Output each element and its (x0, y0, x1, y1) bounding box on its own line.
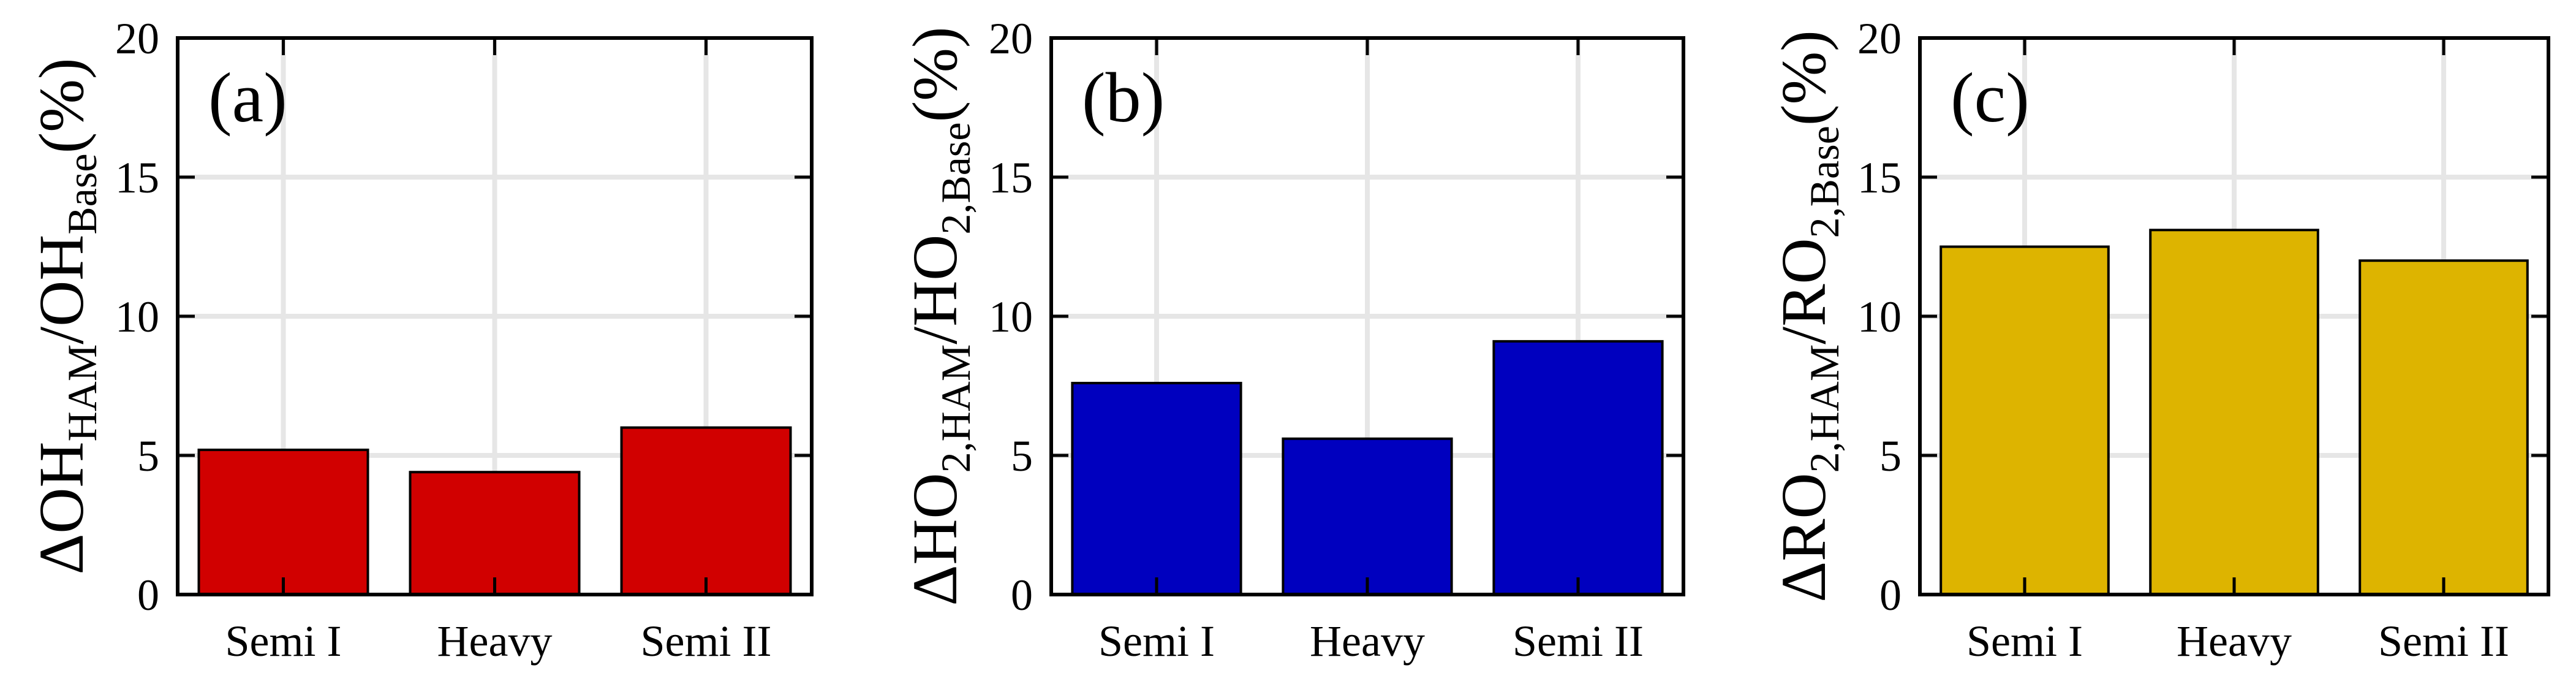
chart-panel-a: 0 5 10 15 20 Semi I Heavy Semi II (a) ΔOHHAM/OHBa… (26, 14, 814, 666)
x-category-label: Heavy (2177, 617, 2292, 666)
bar-semi-ii (620, 426, 792, 596)
y-tick-label: 5 (1879, 432, 1902, 481)
y-axis-label-part: ΔRO (1769, 473, 1839, 602)
y-tick-label: 20 (1857, 14, 1902, 63)
bar-semi-i (1940, 245, 2110, 596)
panel-label: (b) (1082, 59, 1165, 137)
y-axis-label-part: 2,Base (1801, 126, 1848, 238)
x-category-label: Semi I (225, 617, 342, 666)
bar-semi-ii (2359, 259, 2529, 596)
chart-panel-b: 0 5 10 15 20 Semi I Heavy Semi II (b) ΔHO2,HAM/HO… (900, 14, 1685, 666)
y-axis-label: ΔOHHAM/OHBase(%) (26, 58, 105, 575)
y-axis-label-part: (%) (900, 27, 970, 123)
panel-label: (a) (208, 59, 287, 137)
y-tick-label: 0 (1011, 571, 1033, 620)
bar-semi-ii (1492, 340, 1664, 596)
bar-heavy (1282, 437, 1453, 596)
bar-semi-i (197, 448, 369, 596)
y-tick-label: 0 (137, 571, 159, 620)
y-tick-label: 5 (137, 432, 159, 481)
x-category-label: Semi II (2378, 617, 2509, 666)
y-axis-label-part: 2,Base (932, 122, 979, 234)
y-axis-label: ΔHO2,HAM/HO2,Base(%) (900, 27, 979, 606)
panel-label: (c) (1951, 59, 2030, 137)
y-axis-label-part: 2,HAM (1801, 344, 1848, 473)
x-category-label: Heavy (437, 617, 553, 666)
bar-heavy (2149, 229, 2319, 596)
y-tick-label: 15 (115, 153, 159, 202)
y-tick-label: 15 (989, 153, 1033, 202)
x-category-label: Semi II (641, 617, 772, 666)
y-axis-label-part: (%) (26, 58, 97, 154)
y-tick-label: 15 (1857, 153, 1902, 202)
y-axis-label-part: /RO (1769, 238, 1839, 344)
y-tick-label: 10 (115, 292, 159, 341)
x-category-label: Semi I (1098, 617, 1215, 666)
y-axis-label-part: Base (59, 153, 105, 234)
x-category-label: Heavy (1310, 617, 1425, 666)
y-tick-label: 5 (1011, 432, 1033, 481)
y-axis-label-part: /OH (26, 235, 97, 344)
x-category-label: Semi II (1513, 617, 1644, 666)
bar-semi-i (1071, 381, 1242, 596)
y-axis-label-part: ΔOH (26, 441, 97, 574)
y-tick-label: 10 (989, 292, 1033, 341)
y-axis-label-part: /HO (900, 235, 970, 344)
y-tick-label: 0 (1879, 571, 1902, 620)
y-axis-label-part: HAM (59, 344, 105, 442)
x-category-label: Semi I (1966, 617, 2083, 666)
y-tick-label: 20 (115, 14, 159, 63)
chart-panel-c: 0 5 10 15 20 Semi I Heavy Semi II (c) ΔRO2,HAM/RO… (1769, 14, 2550, 666)
y-axis-label-part: ΔHO (900, 473, 970, 606)
y-tick-label: 20 (989, 14, 1033, 63)
y-axis-label: ΔRO2,HAM/RO2,Base(%) (1769, 30, 1848, 603)
bar-heavy (409, 471, 581, 596)
y-axis-label-part: 2,HAM (932, 344, 979, 473)
y-axis-label-part: (%) (1769, 30, 1839, 126)
y-tick-label: 10 (1857, 292, 1902, 341)
